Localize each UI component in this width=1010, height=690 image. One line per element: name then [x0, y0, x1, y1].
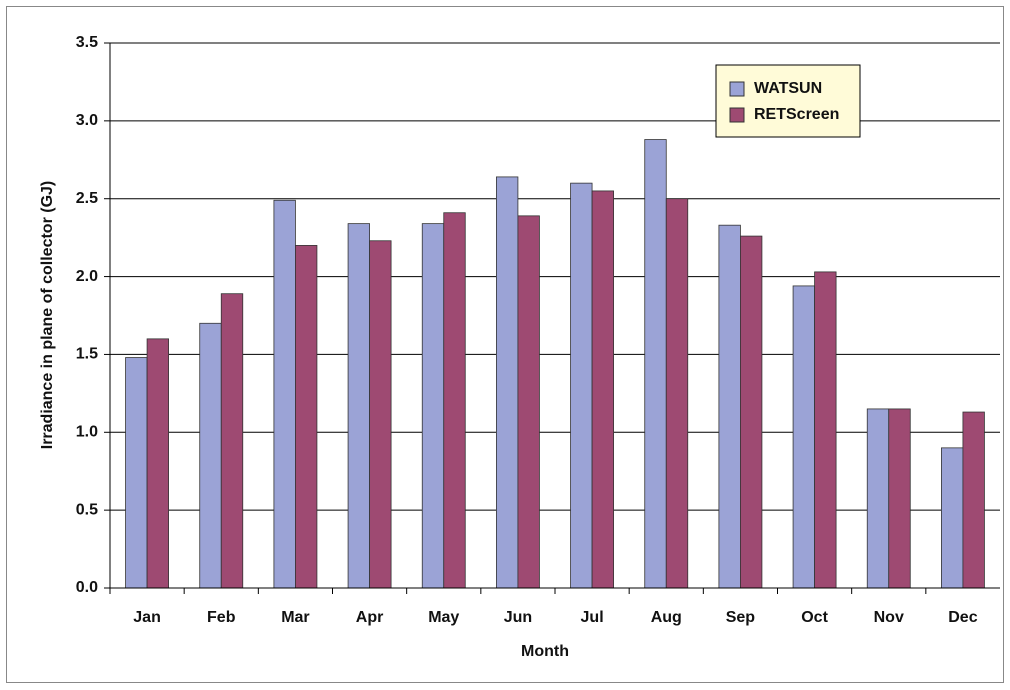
x-tick-label: May: [428, 609, 459, 626]
y-tick-label: 1.5: [76, 346, 98, 363]
bar: [718, 224, 741, 589]
x-tick-label: Oct: [801, 609, 828, 626]
bar: [443, 212, 466, 589]
y-tick-label: 2.0: [76, 268, 98, 285]
bar: [570, 182, 593, 589]
bar: [644, 139, 667, 589]
x-tick-label: Mar: [281, 609, 309, 626]
bar: [740, 235, 763, 589]
y-tick-label: 0.0: [76, 579, 98, 596]
y-tick-label: 3.0: [76, 112, 98, 129]
bar: [814, 271, 837, 589]
x-tick-label: Aug: [651, 609, 682, 626]
bar: [220, 293, 244, 589]
bar: [962, 411, 985, 589]
legend-swatch: [729, 107, 745, 123]
x-tick-label: Feb: [207, 609, 236, 626]
bar: [866, 408, 890, 589]
bar: [591, 190, 614, 589]
x-tick-label: Jun: [504, 609, 532, 626]
x-tick-label: Dec: [948, 609, 977, 626]
x-tick-label: Apr: [356, 609, 384, 626]
x-tick-label: Sep: [726, 609, 756, 626]
legend-box: [715, 64, 861, 138]
bar: [125, 357, 148, 589]
y-tick-label: 3.5: [76, 34, 98, 51]
bar: [273, 199, 296, 589]
bar: [199, 322, 222, 589]
x-tick-label: Jul: [581, 609, 604, 626]
y-tick-label: 0.5: [76, 501, 98, 518]
bar: [792, 285, 815, 589]
bar: [888, 408, 911, 589]
legend-label: WATSUN: [754, 80, 822, 97]
bar: [146, 338, 169, 589]
x-axis-title: Month: [521, 643, 569, 660]
bar: [665, 198, 689, 589]
legend-swatch: [729, 81, 745, 97]
bar: [496, 176, 519, 589]
legend-label: RETScreen: [754, 106, 839, 123]
bar: [295, 245, 318, 589]
bar: [517, 215, 540, 589]
bar: [369, 240, 392, 589]
x-tick-label: Jan: [133, 609, 161, 626]
y-tick-label: 2.5: [76, 190, 98, 207]
x-tick-label: Nov: [874, 609, 904, 626]
y-axis-title: Irradiance in plane of collector (GJ): [39, 181, 56, 450]
bar: [347, 223, 370, 589]
bar: [941, 447, 964, 589]
bar: [421, 223, 445, 589]
y-tick-label: 1.0: [76, 424, 98, 441]
